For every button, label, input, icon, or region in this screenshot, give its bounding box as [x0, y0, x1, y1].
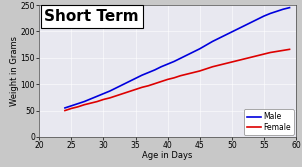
Female [140, 86, 144, 88]
Female [153, 83, 157, 85]
Y-axis label: Weight in Grams: Weight in Grams [10, 36, 19, 106]
Male [63, 107, 67, 109]
Female [191, 71, 195, 73]
Female [146, 85, 150, 87]
Male [82, 101, 86, 103]
Male [236, 28, 240, 30]
Female [211, 66, 214, 68]
Male [288, 7, 291, 9]
Male [114, 87, 118, 89]
Male [185, 54, 189, 56]
Female [236, 59, 240, 61]
Male [146, 71, 150, 73]
Male [198, 48, 201, 50]
Female [108, 97, 112, 99]
Female [217, 64, 221, 66]
Female [172, 77, 176, 79]
Female [63, 110, 67, 112]
Female [268, 51, 272, 53]
Male [211, 40, 214, 42]
Male [172, 60, 176, 62]
Female [256, 55, 259, 57]
Female [179, 75, 182, 77]
Female [76, 106, 80, 108]
Female [204, 68, 208, 70]
Male [108, 90, 112, 92]
Male [217, 37, 221, 39]
Male [121, 84, 124, 86]
Female [198, 70, 201, 72]
Line: Male: Male [65, 8, 290, 108]
Male [69, 105, 73, 107]
Text: Short Term: Short Term [44, 9, 139, 24]
Female [134, 89, 137, 91]
Male [223, 34, 227, 36]
Female [275, 50, 278, 52]
Male [249, 21, 253, 23]
Male [166, 63, 169, 65]
Female [101, 99, 105, 101]
Male [230, 31, 234, 33]
Male [268, 13, 272, 15]
Male [140, 74, 144, 76]
X-axis label: Age in Days: Age in Days [143, 151, 193, 160]
Male [134, 77, 137, 79]
Male [101, 93, 105, 95]
Male [262, 15, 266, 17]
Female [89, 102, 92, 104]
Male [127, 80, 131, 82]
Female [230, 61, 234, 63]
Female [249, 56, 253, 58]
Female [166, 78, 169, 80]
Legend: Male, Female: Male, Female [244, 109, 294, 135]
Female [114, 95, 118, 97]
Female [69, 107, 73, 109]
Male [204, 44, 208, 46]
Male [281, 8, 285, 10]
Female [185, 73, 189, 75]
Female [95, 101, 99, 103]
Male [89, 98, 92, 100]
Female [281, 49, 285, 51]
Male [275, 10, 278, 12]
Female [127, 91, 131, 93]
Male [179, 57, 182, 59]
Male [256, 18, 259, 20]
Female [262, 53, 266, 55]
Male [95, 95, 99, 97]
Male [191, 51, 195, 53]
Male [159, 66, 163, 68]
Female [223, 63, 227, 65]
Female [288, 48, 291, 50]
Female [243, 58, 246, 60]
Female [159, 80, 163, 82]
Male [243, 25, 246, 27]
Female [121, 93, 124, 95]
Male [76, 103, 80, 105]
Line: Female: Female [65, 49, 290, 111]
Male [153, 69, 157, 71]
Female [82, 104, 86, 106]
